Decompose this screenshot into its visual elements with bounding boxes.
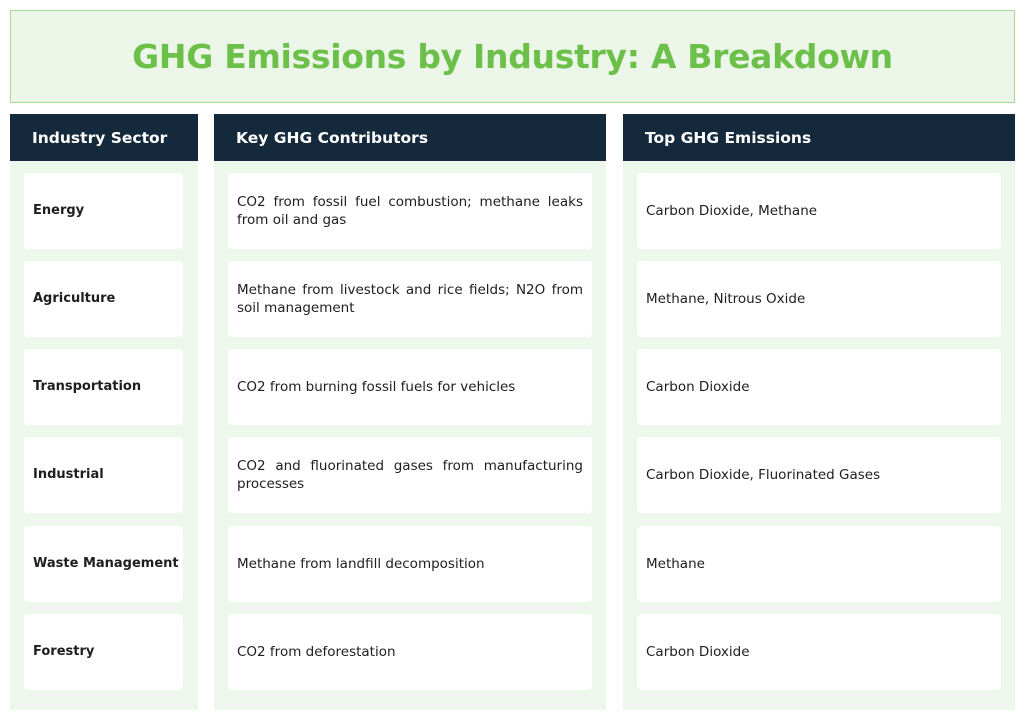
sector-label: Waste Management	[33, 556, 179, 571]
contributors-cell: Methane from livestock and rice fields; …	[228, 261, 592, 337]
sector-cell: Transportation	[24, 349, 183, 425]
contributors-cell: CO2 from fossil fuel combustion; methane…	[228, 173, 592, 249]
column-key-contributors: Key GHG Contributors CO2 from fossil fue…	[214, 114, 606, 710]
column-industry-sector: Industry Sector Energy Agriculture Trans…	[10, 114, 198, 710]
contributors-text: Methane from livestock and rice fields; …	[237, 282, 583, 316]
emissions-text: Methane	[646, 556, 705, 572]
sector-label: Forestry	[33, 644, 95, 659]
column-header-emissions: Top GHG Emissions	[623, 114, 1015, 161]
column-header-sector: Industry Sector	[10, 114, 198, 161]
sector-label: Industrial	[33, 467, 104, 482]
emissions-cell: Carbon Dioxide, Methane	[637, 173, 1001, 249]
emissions-text: Carbon Dioxide	[646, 644, 750, 660]
emissions-cell: Methane	[637, 526, 1001, 602]
sector-label: Transportation	[33, 379, 142, 394]
emissions-cell: Methane, Nitrous Oxide	[637, 261, 1001, 337]
sector-cell: Waste Management	[24, 526, 183, 602]
contributors-text: Methane from landfill decomposition	[237, 556, 485, 572]
emissions-text: Methane, Nitrous Oxide	[646, 291, 806, 307]
column-top-emissions: Top GHG Emissions Carbon Dioxide, Methan…	[623, 114, 1015, 710]
sector-label: Agriculture	[33, 291, 116, 306]
contributors-text: CO2 from deforestation	[237, 644, 396, 660]
contributors-text: CO2 from burning fossil fuels for vehicl…	[237, 379, 516, 395]
emissions-cell: Carbon Dioxide, Fluorinated Gases	[637, 437, 1001, 513]
emissions-text: Carbon Dioxide	[646, 379, 750, 395]
emissions-text: Carbon Dioxide, Methane	[646, 203, 818, 219]
emissions-cell: Carbon Dioxide	[637, 614, 1001, 690]
sector-cell: Agriculture	[24, 261, 183, 337]
contributors-cell: CO2 from deforestation	[228, 614, 592, 690]
title-banner: GHG Emissions by Industry: A Breakdown	[10, 10, 1015, 103]
contributors-text: CO2 and fluorinated gases from manufactu…	[237, 458, 583, 492]
page-title: GHG Emissions by Industry: A Breakdown	[132, 37, 893, 76]
contributors-cell: CO2 from burning fossil fuels for vehicl…	[228, 349, 592, 425]
sector-cell: Forestry	[24, 614, 183, 690]
contributors-text: CO2 from fossil fuel combustion; methane…	[237, 194, 583, 228]
emissions-cell: Carbon Dioxide	[637, 349, 1001, 425]
sector-label: Energy	[33, 203, 85, 218]
emissions-text: Carbon Dioxide, Fluorinated Gases	[646, 467, 881, 483]
column-header-contributors: Key GHG Contributors	[214, 114, 606, 161]
sector-cell: Industrial	[24, 437, 183, 513]
contributors-cell: CO2 and fluorinated gases from manufactu…	[228, 437, 592, 513]
sector-cell: Energy	[24, 173, 183, 249]
contributors-cell: Methane from landfill decomposition	[228, 526, 592, 602]
